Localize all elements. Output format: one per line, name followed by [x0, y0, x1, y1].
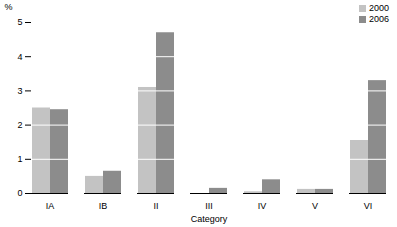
svg-text:II: II — [153, 201, 158, 211]
svg-text:3: 3 — [17, 86, 22, 96]
html-text:2006: 2006 — [369, 14, 389, 24]
svg-text:III: III — [205, 201, 213, 211]
svg-text:4: 4 — [17, 52, 22, 62]
svg-text:IA: IA — [46, 201, 55, 211]
svg-text:%: % — [5, 2, 13, 12]
svg-text:5: 5 — [17, 17, 22, 27]
svg-text:IB: IB — [99, 201, 108, 211]
svg-text:Category: Category — [191, 214, 228, 224]
svg-text:0: 0 — [17, 188, 22, 198]
svg-text:2: 2 — [17, 120, 22, 130]
html-text:2000: 2000 — [369, 3, 389, 13]
svg-text:IV: IV — [258, 201, 267, 211]
svg-text:V: V — [312, 201, 318, 211]
svg-text:VI: VI — [364, 201, 373, 211]
svg-text:1: 1 — [17, 154, 22, 164]
